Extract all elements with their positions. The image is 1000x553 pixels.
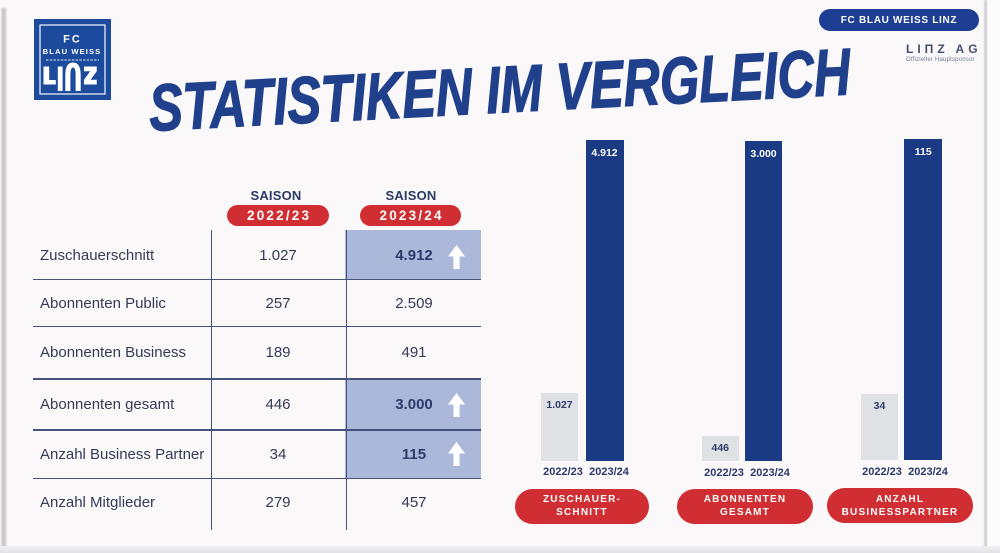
svg-text:FC: FC	[63, 34, 82, 46]
svg-text:BLAU WEISS: BLAU WEISS	[43, 47, 102, 56]
